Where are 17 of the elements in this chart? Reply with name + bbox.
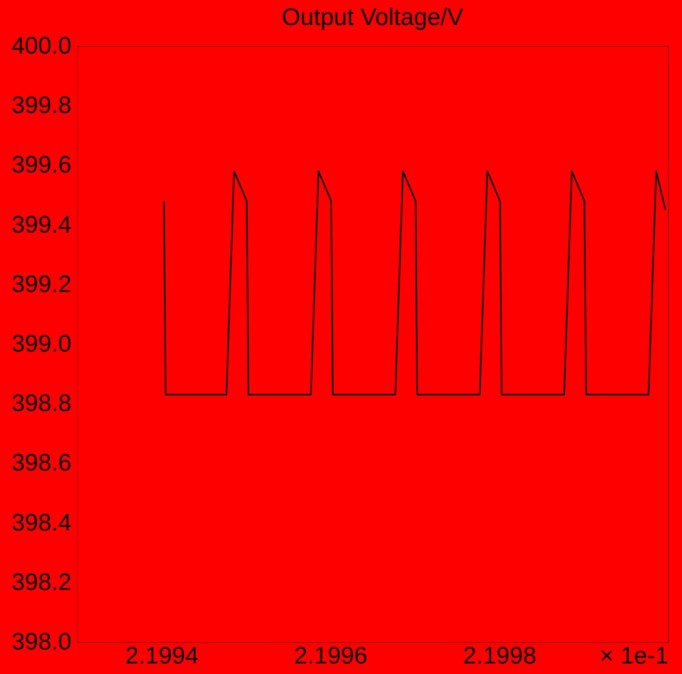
- y-tick-label: 398.2: [11, 568, 72, 596]
- y-tick-label: 399.4: [11, 211, 72, 238]
- x-tick-label: 2.1998: [462, 642, 536, 670]
- y-tick-label: 400.0: [11, 32, 72, 60]
- y-tick-label: 399.8: [11, 92, 72, 120]
- y-tick-label: 398.4: [11, 509, 72, 536]
- x-axis-title: × 1e-1: [600, 642, 668, 670]
- line-series: [163, 170, 666, 396]
- y-tick-label: 398.6: [11, 450, 72, 477]
- x-tick-label: 2.1996: [294, 642, 368, 670]
- y-tick-label: 398.8: [11, 390, 72, 418]
- y-tick-label: 399.0: [11, 330, 72, 358]
- chart-title: Output Voltage/V: [282, 4, 464, 31]
- y-tick-label: 398.0: [11, 628, 72, 656]
- x-tick-label: 2.1994: [125, 642, 199, 670]
- y-tick-label: 399.2: [11, 270, 72, 298]
- y-tick-label: 399.6: [11, 152, 72, 179]
